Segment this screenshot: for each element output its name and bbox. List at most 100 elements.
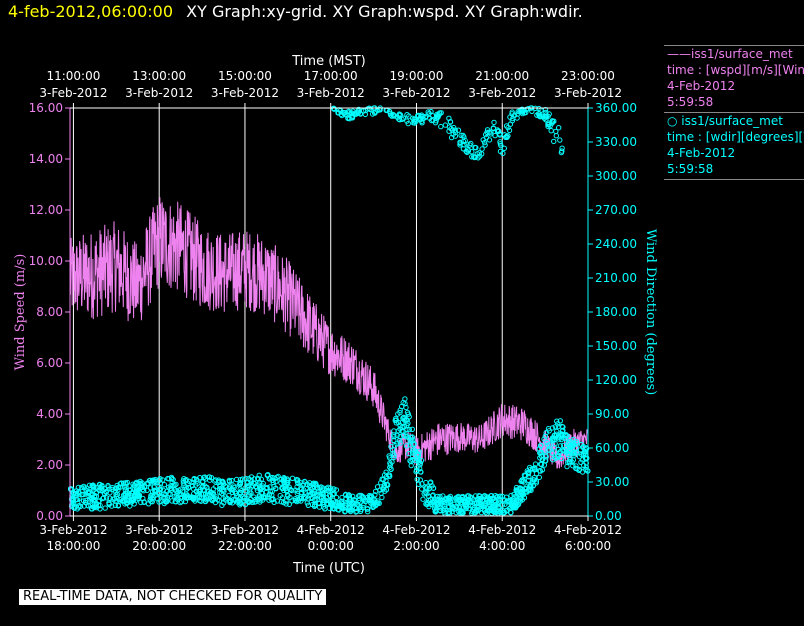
wdir-upper-point <box>422 114 428 121</box>
wdir-point <box>109 486 115 492</box>
wdir-point <box>238 488 245 494</box>
wdir-point <box>527 483 534 490</box>
wdir-series <box>67 105 591 517</box>
x-top-tick-date-6: 3-Feb-2012 <box>554 86 622 100</box>
wdir-point <box>409 453 416 459</box>
y-left-tick-label-0: 0.00 <box>36 509 63 523</box>
wdir-point <box>566 449 573 455</box>
wdir-point <box>105 482 111 489</box>
y-right-tick-label-12: 360.00 <box>595 101 637 115</box>
header-date: 4-feb-2012,06:00:00 <box>8 2 174 21</box>
wdir-point <box>500 497 506 503</box>
chart-header: 4-feb-2012,06:00:00 XY Graph:xy-grid. XY… <box>8 0 583 24</box>
wdir-upper-point <box>474 151 480 157</box>
wdir-upper-point <box>534 112 540 118</box>
wdir-point <box>97 506 103 512</box>
wdir-point <box>226 485 233 491</box>
wdir-point <box>456 498 462 504</box>
x-top-tick-date-3: 3-Feb-2012 <box>297 86 365 100</box>
wdir-point <box>68 496 75 503</box>
y-right-tick-label-7: 210.00 <box>595 271 637 285</box>
wdir-point <box>213 483 219 490</box>
wdir-upper-point <box>553 128 559 135</box>
wdir-point <box>89 506 95 512</box>
wdir-point <box>343 495 349 502</box>
wdir-point <box>403 404 409 411</box>
wdir-point <box>386 453 392 459</box>
wdir-point <box>179 494 185 500</box>
x-top-tick-time-5: 21:00:00 <box>475 69 529 83</box>
wdir-point <box>429 493 436 499</box>
wdir-point <box>419 486 425 492</box>
wdir-point <box>411 441 417 447</box>
wdir-point <box>356 492 363 499</box>
wdir-point <box>171 494 178 500</box>
wdir-point <box>379 494 385 501</box>
wdir-point <box>87 496 93 502</box>
wdir-point <box>75 500 81 506</box>
wdir-point <box>420 496 426 502</box>
wdir-point <box>437 507 443 513</box>
wdir-point <box>387 464 393 471</box>
wdir-point <box>405 420 411 426</box>
wdir-point <box>430 485 437 491</box>
y-right-tick-label-6: 180.00 <box>595 305 637 319</box>
wdir-point <box>499 493 506 500</box>
wdir-point <box>312 502 318 508</box>
wdir-point <box>311 490 317 496</box>
y-left-tick-label-8: 16.00 <box>29 101 63 115</box>
wdir-point <box>80 491 86 498</box>
wdir-point <box>185 485 192 491</box>
x-top-tick-date-2: 3-Feb-2012 <box>211 86 279 100</box>
wdir-point <box>333 494 340 501</box>
x-bottom-tick-time-1: 20:00:00 <box>132 539 186 553</box>
wdir-point <box>388 443 394 450</box>
wdir-point <box>502 509 508 515</box>
wdir-point <box>556 436 562 442</box>
wdir-point <box>266 476 272 482</box>
wdir-point <box>245 479 251 485</box>
wdir-point <box>127 503 133 509</box>
wdir-point <box>310 481 316 487</box>
wdir-point <box>338 503 344 510</box>
wdir-point <box>508 497 514 503</box>
wdir-point <box>524 468 530 474</box>
wdir-point <box>576 467 582 473</box>
wdir-point <box>124 479 131 486</box>
wdir-point <box>210 491 216 497</box>
wdir-point <box>525 487 531 493</box>
wdir-point <box>103 489 109 495</box>
wdir-upper-point <box>506 127 513 134</box>
wdir-point <box>555 446 562 453</box>
wdir-point <box>453 495 459 501</box>
wdir-upper-point <box>529 108 535 115</box>
wdir-point <box>242 487 249 494</box>
wdir-point <box>226 479 233 485</box>
wdir-point <box>316 504 323 510</box>
wdir-point <box>573 445 579 451</box>
wdir-point <box>289 498 295 504</box>
wdir-point <box>532 466 538 472</box>
wdir-point <box>92 503 99 509</box>
wdir-point <box>416 449 422 455</box>
wdir-point <box>147 485 154 491</box>
legend-wdir-variable: time : [wdir][degrees][Wind Direction] <box>667 130 804 144</box>
wdir-point <box>118 496 125 502</box>
wdir-point <box>402 396 408 402</box>
wdir-upper-point <box>545 120 551 126</box>
wdir-point <box>417 460 424 466</box>
x-top-tick-time-2: 15:00:00 <box>218 69 272 83</box>
wdir-point <box>237 477 244 483</box>
wdir-upper-point <box>339 112 345 119</box>
wdir-point <box>318 488 324 495</box>
wdir-point <box>195 480 201 486</box>
wdir-point <box>158 498 164 505</box>
wdir-point <box>245 492 252 498</box>
x-bottom-tick-time-6: 6:00:00 <box>565 539 611 553</box>
y-left-tick-label-7: 14.00 <box>29 152 63 166</box>
wdir-upper-point <box>425 109 431 115</box>
wdir-upper-point <box>471 154 477 160</box>
wdir-point <box>139 486 146 493</box>
wdir-point <box>185 495 192 501</box>
wdir-point <box>440 493 446 499</box>
